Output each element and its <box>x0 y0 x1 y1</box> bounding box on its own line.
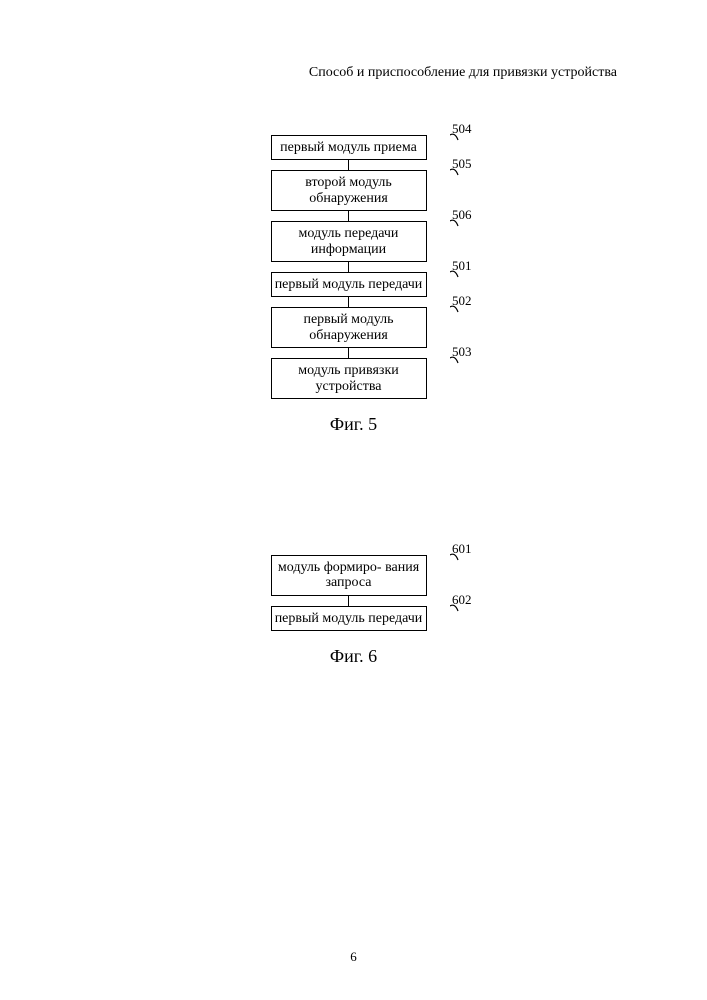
fig5-block-5: модуль привязки устройства <box>271 358 427 399</box>
ref-tick-icon <box>450 355 460 365</box>
fig5-blocks: 504 первый модуль приема 505 второй моду… <box>244 135 454 399</box>
connector <box>348 348 350 358</box>
fig5-block-3: первый модуль передачи <box>271 272 427 297</box>
ref-tick-icon <box>450 603 460 613</box>
connector <box>348 297 350 307</box>
fig5-block-1-wrap: 505 второй модуль обнаружения <box>244 170 454 211</box>
connector <box>348 262 350 272</box>
fig5-block-2-wrap: 506 модуль передачи информации <box>244 221 454 262</box>
ref-tick-icon <box>450 132 460 142</box>
connector <box>348 211 350 221</box>
fig5-caption: Фиг. 5 <box>254 414 454 435</box>
fig5-block-3-wrap: 501 первый модуль передачи <box>244 272 454 297</box>
fig5-block-4-wrap: 502 первый модуль обнаружения <box>244 307 454 348</box>
page-number: 6 <box>350 949 357 965</box>
fig5-block-5-wrap: 503 модуль привязки устройства <box>244 358 454 399</box>
ref-tick-icon <box>450 552 460 562</box>
connector <box>348 160 350 170</box>
ref-tick-icon <box>450 269 460 279</box>
figure-5: 504 первый модуль приема 505 второй моду… <box>254 135 454 435</box>
connector <box>348 596 350 606</box>
fig5-block-0-wrap: 504 первый модуль приема <box>244 135 454 160</box>
figure-6: 601 модуль формиро- вания запроса 602 пе… <box>254 555 454 667</box>
ref-tick-icon <box>450 304 460 314</box>
fig6-blocks: 601 модуль формиро- вания запроса 602 пе… <box>244 555 454 631</box>
fig5-block-1: второй модуль обнаружения <box>271 170 427 211</box>
fig5-block-2: модуль передачи информации <box>271 221 427 262</box>
fig6-block-1-wrap: 602 первый модуль передачи <box>244 606 454 631</box>
ref-tick-icon <box>450 167 460 177</box>
fig6-block-1: первый модуль передачи <box>271 606 427 631</box>
fig5-block-4: первый модуль обнаружения <box>271 307 427 348</box>
page: Способ и приспособление для привязки уст… <box>0 0 707 1000</box>
fig5-block-0: первый модуль приема <box>271 135 427 160</box>
fig6-block-0-wrap: 601 модуль формиро- вания запроса <box>244 555 454 596</box>
fig6-block-0: модуль формиро- вания запроса <box>271 555 427 596</box>
page-header-title: Способ и приспособление для привязки уст… <box>309 65 617 81</box>
ref-tick-icon <box>450 218 460 228</box>
fig6-caption: Фиг. 6 <box>254 646 454 667</box>
